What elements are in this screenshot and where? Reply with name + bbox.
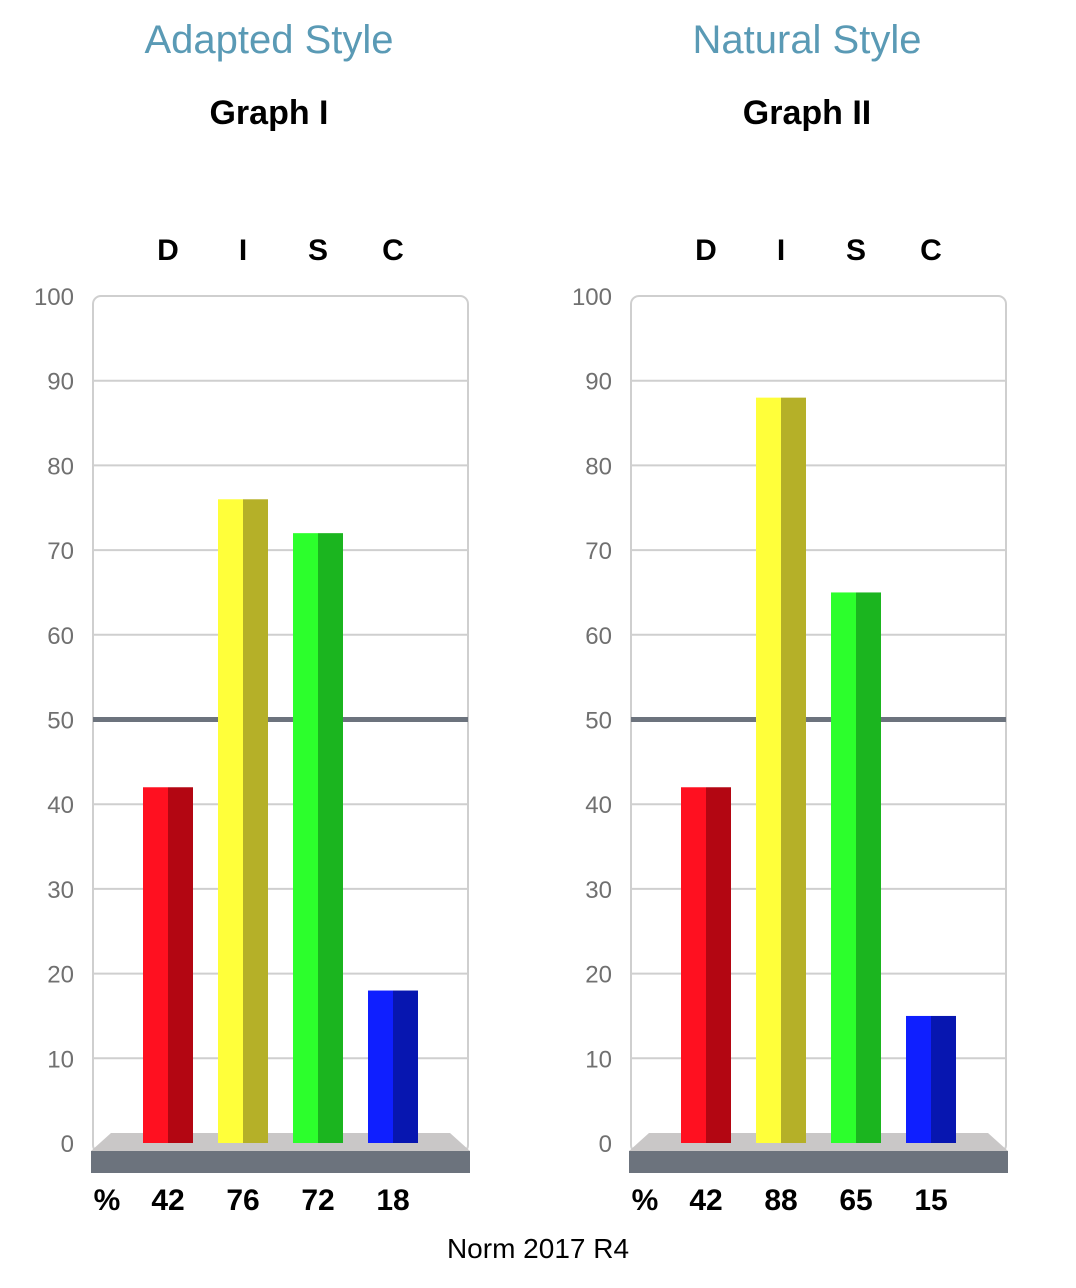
y-tick-label: 0 bbox=[599, 1131, 612, 1158]
category-label-i: I bbox=[777, 234, 785, 267]
y-tick-label: 60 bbox=[585, 623, 612, 650]
bar-face-dark bbox=[243, 499, 268, 1143]
y-tick-label: 100 bbox=[34, 284, 74, 311]
natural-style-title: Natural Style bbox=[692, 18, 922, 62]
y-tick-label: 30 bbox=[585, 877, 612, 904]
graph-ii-title: Graph II bbox=[742, 94, 872, 132]
bar-i bbox=[756, 397, 806, 1143]
bar-face-dark bbox=[393, 990, 418, 1143]
bar-s bbox=[831, 592, 881, 1143]
norm-footer: Norm 2017 R4 bbox=[446, 1233, 630, 1264]
value-label-s: 72 bbox=[301, 1184, 334, 1217]
y-tick-label: 50 bbox=[47, 708, 74, 735]
bar-face-light bbox=[368, 990, 393, 1143]
bar-i bbox=[218, 499, 268, 1143]
bar-c bbox=[906, 1015, 956, 1143]
value-label-i: 76 bbox=[226, 1184, 259, 1217]
y-tick-label: 0 bbox=[61, 1131, 74, 1158]
bar-face-dark bbox=[856, 592, 881, 1143]
bar-face-light bbox=[906, 1015, 931, 1143]
category-label-c: C bbox=[382, 234, 404, 267]
percent-label: % bbox=[94, 1184, 121, 1217]
category-label-d: D bbox=[157, 234, 179, 267]
y-tick-label: 90 bbox=[585, 369, 612, 396]
bar-face-light bbox=[831, 592, 856, 1143]
value-label-c: 18 bbox=[376, 1184, 409, 1217]
category-label-d: D bbox=[695, 234, 717, 267]
base-platform bbox=[91, 1151, 470, 1173]
y-tick-label: 10 bbox=[47, 1046, 74, 1073]
y-tick-label: 100 bbox=[572, 284, 612, 311]
bar-s bbox=[293, 533, 343, 1143]
base-platform bbox=[629, 1151, 1008, 1173]
adapted-style-title: Adapted Style bbox=[144, 18, 394, 62]
value-label-c: 15 bbox=[914, 1184, 947, 1217]
bar-face-light bbox=[218, 499, 243, 1143]
value-label-i: 88 bbox=[764, 1184, 797, 1217]
y-tick-label: 40 bbox=[47, 792, 74, 819]
y-tick-label: 40 bbox=[585, 792, 612, 819]
y-tick-label: 80 bbox=[47, 453, 74, 480]
bar-c bbox=[368, 990, 418, 1143]
y-tick-label: 70 bbox=[585, 538, 612, 565]
category-label-s: S bbox=[308, 234, 328, 267]
category-label-c: C bbox=[920, 234, 942, 267]
bar-face-dark bbox=[706, 787, 731, 1143]
y-tick-label: 30 bbox=[47, 877, 74, 904]
value-label-d: 42 bbox=[151, 1184, 184, 1217]
graph-i-chart: 0 10 20 30 40 50 60 70 80 90 100 D I S C% 42 76 72 18 bbox=[34, 234, 470, 1217]
natural-style-panel: Natural Style Graph II 0 10 20 30 40 50 60 70 80… bbox=[538, 0, 1076, 1230]
bar-face-light bbox=[143, 787, 168, 1143]
bar-face-dark bbox=[781, 397, 806, 1143]
bar-d bbox=[143, 787, 193, 1143]
bar-d bbox=[681, 787, 731, 1143]
adapted-style-panel: Adapted Style Graph I 0 10 20 30 40 50 60 70 80 9… bbox=[0, 0, 538, 1230]
y-tick-label: 20 bbox=[47, 962, 74, 989]
bar-face-dark bbox=[931, 1015, 956, 1143]
y-tick-label: 60 bbox=[47, 623, 74, 650]
y-tick-label: 90 bbox=[47, 369, 74, 396]
bar-face-light bbox=[293, 533, 318, 1143]
value-label-d: 42 bbox=[689, 1184, 722, 1217]
y-tick-label: 80 bbox=[585, 453, 612, 480]
y-tick-label: 10 bbox=[585, 1046, 612, 1073]
graph-i-title: Graph I bbox=[209, 94, 329, 132]
value-label-s: 65 bbox=[839, 1184, 872, 1217]
category-label-s: S bbox=[846, 234, 866, 267]
bar-face-light bbox=[681, 787, 706, 1143]
bar-face-dark bbox=[318, 533, 343, 1143]
y-tick-label: 70 bbox=[47, 538, 74, 565]
y-tick-label: 20 bbox=[585, 962, 612, 989]
percent-label: % bbox=[632, 1184, 659, 1217]
bar-face-light bbox=[756, 397, 781, 1143]
bar-face-dark bbox=[168, 787, 193, 1143]
category-label-i: I bbox=[239, 234, 247, 267]
graph-ii-chart: 0 10 20 30 40 50 60 70 80 90 100 D I S C% 42 88 65 15 bbox=[572, 234, 1008, 1217]
y-tick-label: 50 bbox=[585, 708, 612, 735]
